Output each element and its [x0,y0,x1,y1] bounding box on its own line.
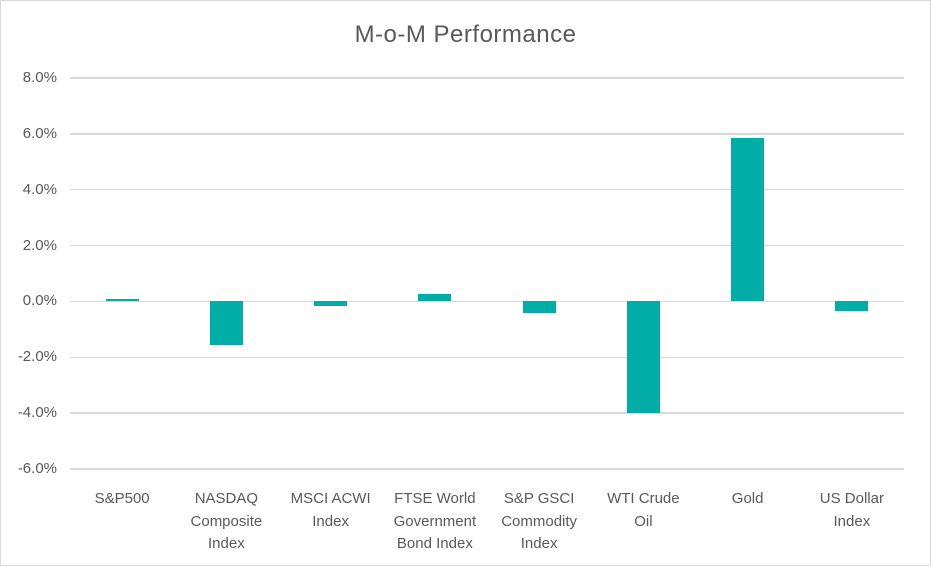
gridline [70,244,904,247]
chart-bar [835,301,869,312]
y-axis-tick-label: -4.0% [17,404,57,422]
y-axis-tick-label: 6.0% [22,124,57,142]
category-label: Gold [731,490,764,507]
gridline [70,356,904,359]
gridline [70,188,904,191]
chart-bar [418,294,452,302]
gridline [70,468,904,470]
gridline [70,133,904,135]
chart-bar [522,301,556,313]
zero-gridline [70,300,904,303]
y-axis-tick-label: 4.0% [22,180,57,198]
category-label: NASDAQ Composite Index [190,490,263,552]
gridline [70,412,904,414]
chart-bar [731,138,765,302]
category-label: US Dollar Index [819,490,884,530]
chart-bar [209,301,243,345]
y-axis-tick-label: -6.0% [17,460,57,477]
y-axis-tick-label: -2.0% [17,348,57,366]
chart-title: M-o-M Performance [354,21,577,48]
y-axis-tick-label: 0.0% [22,292,57,310]
chart-bar [626,301,660,414]
gridline [70,77,904,79]
category-label: S&P GSCI Commodity Index [501,490,578,552]
y-axis-tick-label: 8.0% [22,69,57,86]
category-label: S&P500 [94,490,150,507]
category-label: FTSE World Government Bond Index [393,490,477,552]
chart-bar [314,301,348,306]
category-label: MSCI ACWI Index [290,490,371,530]
y-axis-tick-label: 2.0% [22,236,57,254]
category-label: WTI Crude Oil [607,490,680,530]
chart-bar [105,298,139,302]
